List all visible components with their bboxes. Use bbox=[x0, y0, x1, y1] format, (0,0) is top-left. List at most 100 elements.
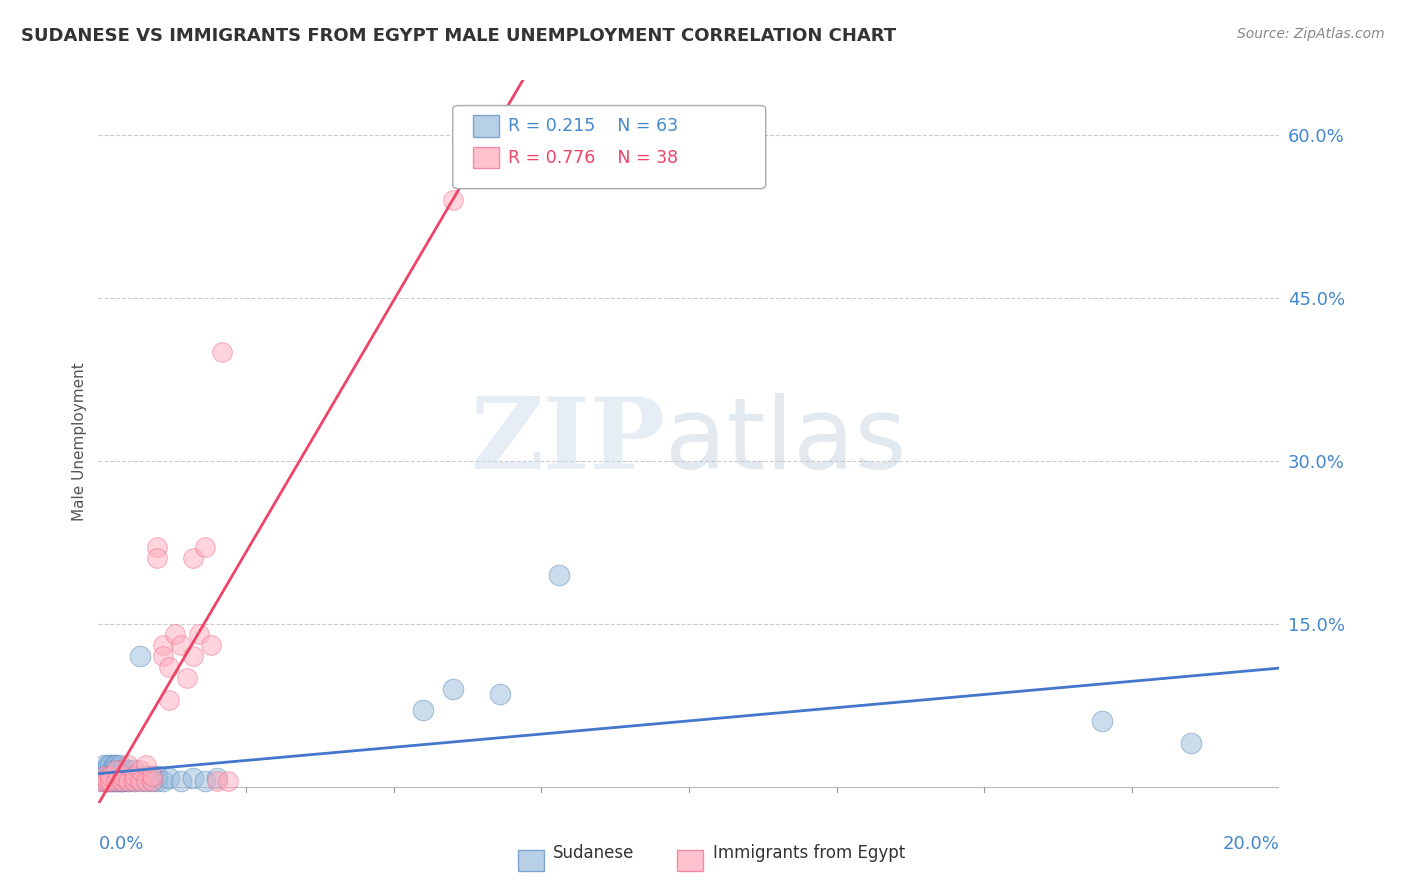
Point bbox=[157, 771, 180, 785]
Point bbox=[94, 774, 117, 789]
Point bbox=[105, 763, 128, 777]
Text: SUDANESE VS IMMIGRANTS FROM EGYPT MALE UNEMPLOYMENT CORRELATION CHART: SUDANESE VS IMMIGRANTS FROM EGYPT MALE U… bbox=[21, 27, 896, 45]
Point bbox=[111, 771, 134, 785]
Point bbox=[90, 774, 112, 789]
Point bbox=[108, 757, 131, 772]
Point bbox=[441, 681, 464, 696]
Point bbox=[122, 774, 145, 789]
FancyBboxPatch shape bbox=[517, 850, 544, 871]
Point bbox=[105, 763, 128, 777]
Point bbox=[141, 769, 163, 783]
Point bbox=[146, 551, 169, 566]
Point bbox=[98, 769, 121, 783]
Point bbox=[176, 671, 198, 685]
Point bbox=[157, 692, 180, 706]
Point bbox=[441, 193, 464, 207]
Point bbox=[111, 774, 134, 789]
Point bbox=[104, 774, 127, 789]
Point bbox=[93, 769, 115, 783]
Point bbox=[103, 763, 125, 777]
Point bbox=[108, 769, 131, 783]
Point bbox=[103, 757, 125, 772]
Point bbox=[94, 763, 117, 777]
Point bbox=[117, 769, 139, 783]
Point bbox=[200, 638, 222, 652]
Point bbox=[98, 757, 121, 772]
Point bbox=[108, 774, 131, 789]
Point bbox=[96, 774, 118, 789]
Text: Source: ZipAtlas.com: Source: ZipAtlas.com bbox=[1237, 27, 1385, 41]
Text: R = 0.776    N = 38: R = 0.776 N = 38 bbox=[508, 149, 678, 167]
Point bbox=[105, 774, 128, 789]
Point bbox=[146, 769, 169, 783]
Point bbox=[135, 774, 157, 789]
Point bbox=[1180, 736, 1202, 750]
Text: R = 0.215    N = 63: R = 0.215 N = 63 bbox=[508, 117, 678, 135]
Point bbox=[135, 769, 157, 783]
Point bbox=[217, 774, 239, 789]
Text: Immigrants from Egypt: Immigrants from Egypt bbox=[713, 845, 905, 863]
Text: 20.0%: 20.0% bbox=[1223, 836, 1279, 854]
Text: Sudanese: Sudanese bbox=[553, 845, 634, 863]
Text: 0.0%: 0.0% bbox=[98, 836, 143, 854]
Point bbox=[152, 774, 174, 789]
Point bbox=[101, 763, 124, 777]
Point bbox=[105, 769, 128, 783]
Point bbox=[170, 638, 193, 652]
Point bbox=[114, 769, 136, 783]
Point bbox=[93, 774, 115, 789]
Point bbox=[146, 774, 169, 789]
Point bbox=[90, 774, 112, 789]
Point bbox=[194, 774, 217, 789]
Point bbox=[112, 774, 135, 789]
Point bbox=[97, 757, 120, 772]
Point bbox=[146, 541, 169, 555]
Point bbox=[211, 345, 233, 359]
Point bbox=[205, 771, 228, 785]
Point bbox=[103, 769, 125, 783]
Point bbox=[152, 649, 174, 664]
FancyBboxPatch shape bbox=[472, 147, 499, 169]
Point bbox=[1091, 714, 1114, 729]
Point bbox=[111, 763, 134, 777]
Point bbox=[110, 774, 132, 789]
Point bbox=[128, 774, 150, 789]
Point bbox=[152, 638, 174, 652]
Point bbox=[117, 774, 139, 789]
Point bbox=[128, 649, 150, 664]
Point bbox=[96, 774, 118, 789]
Point bbox=[98, 774, 121, 789]
Point bbox=[122, 763, 145, 777]
Point bbox=[97, 774, 120, 789]
Point bbox=[120, 769, 142, 783]
Point bbox=[194, 541, 217, 555]
Point bbox=[111, 769, 134, 783]
Text: atlas: atlas bbox=[665, 393, 907, 490]
Point bbox=[141, 769, 163, 783]
Point bbox=[122, 769, 145, 783]
Point bbox=[548, 567, 571, 582]
Point bbox=[105, 774, 128, 789]
Point bbox=[135, 774, 157, 789]
Point bbox=[91, 771, 114, 785]
Point bbox=[181, 771, 204, 785]
Point bbox=[128, 774, 150, 789]
Point bbox=[141, 774, 163, 789]
Point bbox=[105, 757, 128, 772]
Point bbox=[118, 774, 141, 789]
FancyBboxPatch shape bbox=[453, 105, 766, 189]
Point bbox=[412, 703, 434, 717]
Point bbox=[98, 774, 121, 789]
Point bbox=[98, 769, 121, 783]
Text: ZIP: ZIP bbox=[471, 393, 665, 490]
Y-axis label: Male Unemployment: Male Unemployment bbox=[72, 362, 87, 521]
Point bbox=[489, 687, 512, 701]
Point bbox=[93, 757, 115, 772]
Point bbox=[117, 774, 139, 789]
Point bbox=[117, 763, 139, 777]
Point bbox=[105, 774, 128, 789]
Point bbox=[96, 769, 118, 783]
Point bbox=[165, 627, 187, 641]
Point bbox=[122, 774, 145, 789]
Point bbox=[181, 551, 204, 566]
